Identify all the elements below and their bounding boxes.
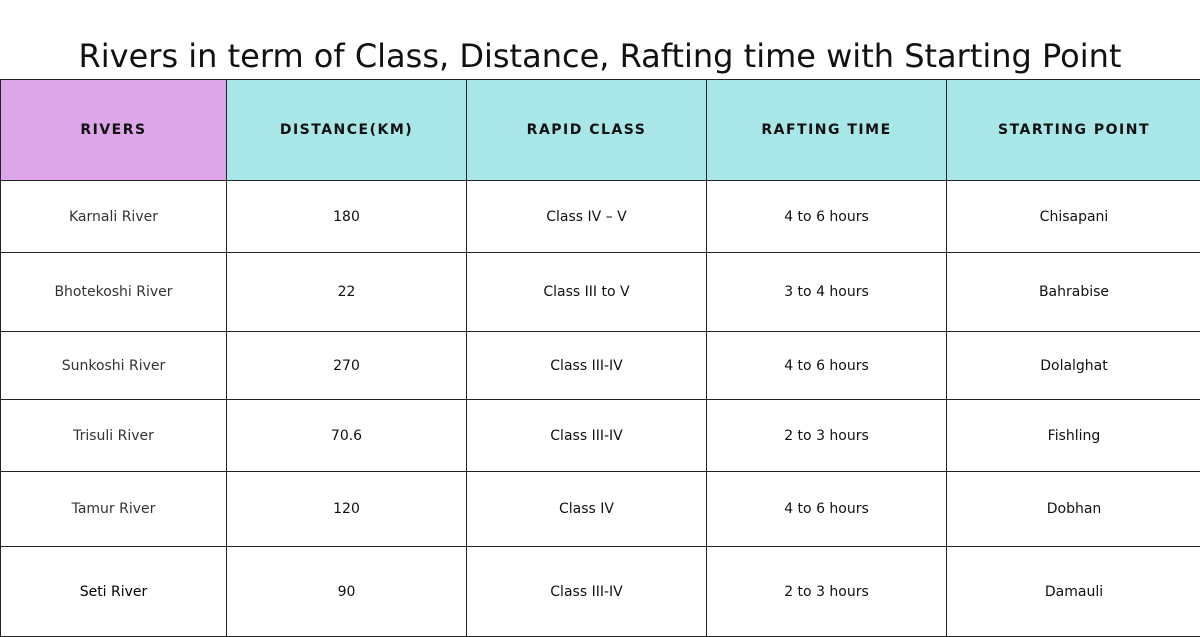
cell-rapid-class: Class III-IV	[467, 332, 707, 400]
cell-rafting-time: 2 to 3 hours	[707, 547, 947, 637]
cell-distance: 90	[227, 547, 467, 637]
cell-rafting-time: 2 to 3 hours	[707, 400, 947, 472]
cell-rapid-class: Class III-IV	[467, 547, 707, 637]
cell-distance: 120	[227, 472, 467, 547]
cell-river-name: Karnali River	[1, 181, 227, 253]
cell-starting-point: Fishling	[947, 400, 1200, 472]
table-row: Seti River 90 Class III-IV 2 to 3 hours …	[1, 547, 1200, 637]
rivers-table: RIVERS DISTANCE(KM) RAPID CLASS RAFTING …	[0, 79, 1200, 637]
cell-river-name: Seti River	[1, 547, 227, 637]
cell-rapid-class: Class III to V	[467, 253, 707, 332]
column-header-rafting-time: RAFTING TIME	[707, 80, 947, 181]
table-row: Trisuli River 70.6 Class III-IV 2 to 3 h…	[1, 400, 1200, 472]
cell-rapid-class: Class III-IV	[467, 400, 707, 472]
column-header-rivers: RIVERS	[1, 80, 227, 181]
cell-rafting-time: 4 to 6 hours	[707, 332, 947, 400]
cell-rapid-class: Class IV – V	[467, 181, 707, 253]
cell-rapid-class: Class IV	[467, 472, 707, 547]
column-header-distance: DISTANCE(KM)	[227, 80, 467, 181]
column-header-starting-point: STARTING POINT	[947, 80, 1200, 181]
cell-river-name: Sunkoshi River	[1, 332, 227, 400]
cell-river-name: Tamur River	[1, 472, 227, 547]
cell-river-name: Trisuli River	[1, 400, 227, 472]
cell-starting-point: Dolalghat	[947, 332, 1200, 400]
table-row: Bhotekoshi River 22 Class III to V 3 to …	[1, 253, 1200, 332]
cell-distance: 70.6	[227, 400, 467, 472]
cell-starting-point: Dobhan	[947, 472, 1200, 547]
cell-starting-point: Damauli	[947, 547, 1200, 637]
cell-rafting-time: 4 to 6 hours	[707, 181, 947, 253]
cell-rafting-time: 4 to 6 hours	[707, 472, 947, 547]
table-row: Karnali River 180 Class IV – V 4 to 6 ho…	[1, 181, 1200, 253]
cell-distance: 22	[227, 253, 467, 332]
cell-river-name: Bhotekoshi River	[1, 253, 227, 332]
table-row: Sunkoshi River 270 Class III-IV 4 to 6 h…	[1, 332, 1200, 400]
cell-distance: 270	[227, 332, 467, 400]
table-row: Tamur River 120 Class IV 4 to 6 hours Do…	[1, 472, 1200, 547]
table-header-row: RIVERS DISTANCE(KM) RAPID CLASS RAFTING …	[1, 80, 1200, 181]
cell-starting-point: Chisapani	[947, 181, 1200, 253]
cell-starting-point: Bahrabise	[947, 253, 1200, 332]
column-header-rapid-class: RAPID CLASS	[467, 80, 707, 181]
cell-distance: 180	[227, 181, 467, 253]
cell-rafting-time: 3 to 4 hours	[707, 253, 947, 332]
